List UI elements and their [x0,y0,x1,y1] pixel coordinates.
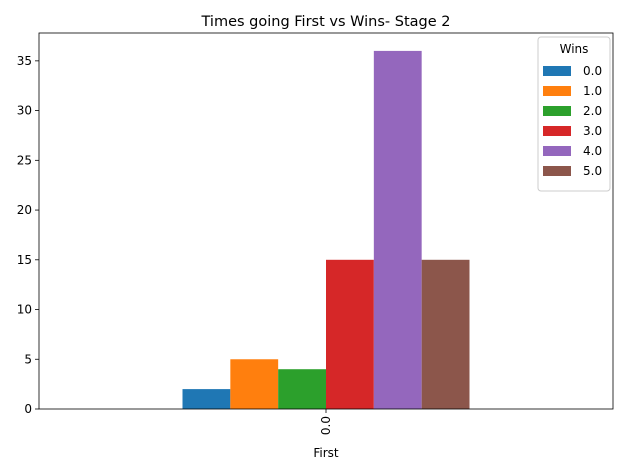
y-tick-label: 35 [17,54,32,68]
bar-0-0 [182,389,231,409]
x-tick-label: 0.0 [319,416,333,435]
legend-swatch-0-0 [543,66,571,76]
bar-3-0 [326,259,374,409]
legend-swatch-2-0 [543,106,571,116]
legend-label-0-0: 0.0 [583,64,602,78]
bar-5-0 [421,259,470,409]
y-tick-label: 25 [17,153,32,167]
y-tick-label: 20 [17,203,32,217]
bar-1-0 [230,359,279,409]
legend-label-2-0: 2.0 [583,104,602,118]
legend-swatch-3-0 [543,126,571,136]
y-tick-label: 0 [24,402,32,416]
axes-frame [38,32,614,410]
y-tick-label: 30 [17,104,32,118]
legend-swatch-1-0 [543,86,571,96]
y-tick-label: 15 [17,253,32,267]
plot-area: 0 5 10 15 20 25 30 35 0.0 [17,32,614,435]
legend: Wins 0.0 1.0 2.0 3.0 4.0 5.0 [537,36,611,192]
legend-label-1-0: 1.0 [583,84,602,98]
bar-2-0 [278,369,326,409]
bar-4-0 [373,50,422,410]
legend-label-5-0: 5.0 [583,164,602,178]
legend-label-3-0: 3.0 [583,124,602,138]
x-axis-label: First [313,446,339,460]
legend-title: Wins [560,42,589,56]
legend-label-4-0: 4.0 [583,144,602,158]
y-tick-label: 5 [24,352,32,366]
legend-swatch-4-0 [543,146,571,156]
chart-title: Times going First vs Wins- Stage 2 [201,14,451,30]
y-tick-label: 10 [17,303,32,317]
legend-swatch-5-0 [543,166,571,176]
